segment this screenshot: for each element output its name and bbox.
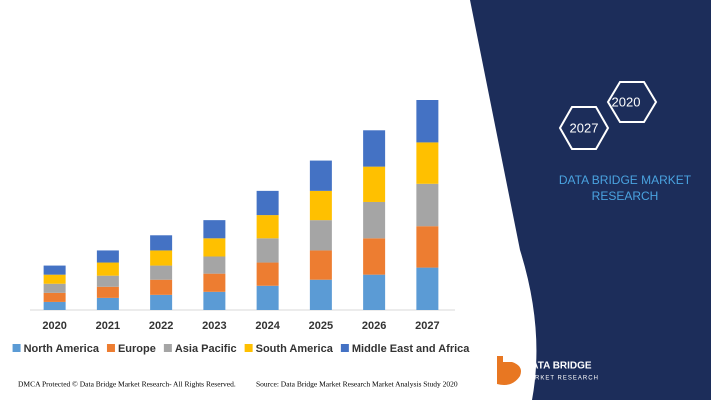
- x-tick-label: 2026: [362, 320, 386, 332]
- bar-segment: [309, 220, 332, 251]
- x-tick-label: 2022: [149, 320, 173, 332]
- x-tick-label: 2020: [42, 320, 66, 332]
- bar-segment: [363, 130, 386, 167]
- bar-segment: [256, 215, 279, 239]
- bar-segment: [309, 160, 332, 191]
- bar-segment: [96, 297, 119, 310]
- x-tick-label: 2025: [309, 320, 333, 332]
- logo-mark: [497, 356, 521, 385]
- bar-segment: [256, 262, 279, 286]
- bar-segment: [43, 292, 66, 302]
- hexagon-label: 2027: [570, 120, 599, 135]
- x-tick-label: 2024: [255, 320, 280, 332]
- bar-segment: [150, 235, 173, 251]
- bar-segment: [416, 183, 439, 227]
- bar-segment: [150, 250, 173, 266]
- hexagon: [558, 106, 610, 150]
- bar-segment: [96, 275, 119, 287]
- bar-segment: [43, 274, 66, 284]
- x-tick-label: 2027: [415, 320, 439, 332]
- footer-left: DMCA Protected © Data Bridge Market Rese…: [18, 380, 236, 389]
- hexagon-label: 2020: [612, 94, 641, 109]
- bar-segment: [203, 273, 226, 292]
- bar-segment: [416, 226, 439, 268]
- bar-segment: [309, 250, 332, 280]
- bar-segment: [416, 142, 439, 184]
- bar-segment: [96, 286, 119, 298]
- bar-segment: [43, 301, 66, 310]
- bar-segment: [416, 100, 439, 143]
- bar-segment: [363, 238, 386, 275]
- bar-segment: [150, 294, 173, 310]
- x-tick-label: 2021: [96, 320, 120, 332]
- side-panel: [470, 0, 711, 400]
- bar-segment: [203, 238, 226, 257]
- bar-segment: [256, 238, 279, 263]
- bar-segment: [363, 201, 386, 239]
- bar-segment: [309, 190, 332, 221]
- legend-label: South America: [256, 343, 334, 355]
- legend-label: Middle East and Africa: [352, 343, 470, 355]
- bar-segment: [203, 256, 226, 274]
- panel-title-box: DATA BRIDGE MARKET RESEARCH: [558, 173, 692, 203]
- panel-title: DATA BRIDGE MARKET RESEARCH: [558, 173, 692, 203]
- legend-swatch: [106, 344, 115, 352]
- bar-segment: [43, 283, 66, 293]
- hexagon: [606, 81, 658, 123]
- logo-tagline: MARKET RESEARCH: [524, 376, 599, 382]
- bar-segment: [363, 274, 386, 310]
- bar-segment: [363, 166, 386, 202]
- logo-name: DATA BRIDGE: [524, 361, 592, 372]
- bar-segment: [43, 265, 66, 275]
- footer-right: Source: Data Bridge Market Research Mark…: [256, 380, 458, 389]
- bar-segment: [96, 262, 119, 276]
- bar-segment: [416, 267, 439, 310]
- bar-segment: [309, 279, 332, 310]
- bar-segment: [150, 265, 173, 280]
- legend-label: Europe: [118, 343, 156, 355]
- bar-segment: [150, 279, 173, 295]
- bar-segment: [96, 250, 119, 263]
- legend-swatch: [244, 344, 253, 352]
- legend-swatch: [12, 344, 21, 352]
- legend-label: Asia Pacific: [175, 343, 237, 355]
- bar-segment: [203, 220, 226, 239]
- legend-swatch: [340, 344, 349, 352]
- bar-segment: [256, 285, 279, 310]
- bar-segment: [256, 190, 279, 216]
- legend-label: North America: [24, 343, 100, 355]
- x-tick-label: 2023: [202, 320, 226, 332]
- bar-segment: [203, 291, 226, 310]
- legend-swatch: [163, 344, 172, 352]
